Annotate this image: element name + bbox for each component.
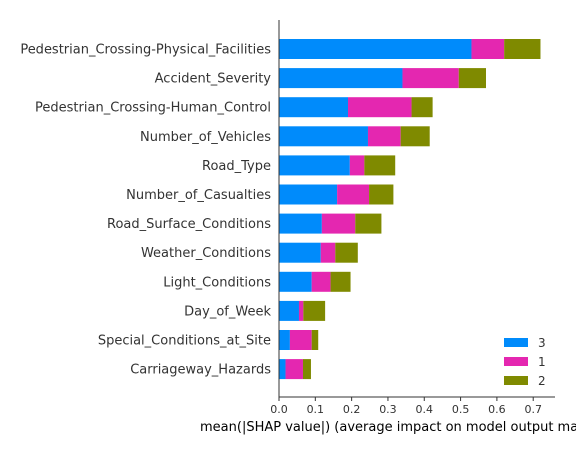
bar-segment <box>337 184 370 205</box>
x-tick-label: 0.4 <box>416 403 434 416</box>
bar-segment <box>321 213 356 234</box>
bar-segment <box>285 359 303 380</box>
bar-segment <box>367 126 401 147</box>
legend-label: 1 <box>538 355 546 369</box>
bar-segment <box>311 330 319 350</box>
bar-segment <box>279 330 290 350</box>
category-label: Light_Conditions <box>163 275 271 290</box>
bar-segment <box>303 300 326 321</box>
x-tick-label: 0.7 <box>524 403 542 416</box>
bar-segment <box>364 155 396 176</box>
bar-segment <box>279 271 312 292</box>
bar-segment <box>279 39 472 59</box>
category-label: Road_Surface_Conditions <box>107 217 271 232</box>
category-label: Pedestrian_Crossing-Human_Control <box>35 101 271 116</box>
bar-segment <box>298 300 304 321</box>
category-label: Road_Type <box>202 159 271 174</box>
bar-segment <box>302 359 311 380</box>
category-label: Day_of_Week <box>184 304 271 319</box>
category-label: Number_of_Vehicles <box>140 130 271 145</box>
bar-segment <box>411 97 433 118</box>
bar-segment <box>279 242 321 263</box>
legend-swatch <box>504 357 528 366</box>
bar-segment <box>400 126 430 147</box>
bar-segment <box>504 39 541 59</box>
bar-segment <box>402 68 459 89</box>
category-labels: Pedestrian_Crossing-Physical_Facilities A… <box>20 43 271 378</box>
bar-segment <box>458 68 486 89</box>
bar-segment <box>349 155 365 176</box>
category-label: Special_Conditions_at_Site <box>98 334 271 349</box>
bar-segment <box>279 359 286 380</box>
bar-segment <box>279 184 338 205</box>
category-label: Accident_Severity <box>155 72 272 87</box>
legend: 3 1 2 <box>504 336 546 388</box>
bar-segment <box>320 242 336 263</box>
bar-segment <box>289 330 312 350</box>
bars-group <box>279 39 541 380</box>
x-tick-label: 0.1 <box>307 403 325 416</box>
bar-segment <box>369 184 394 205</box>
x-tick-label: 0.2 <box>343 403 361 416</box>
category-label: Pedestrian_Crossing-Physical_Facilities <box>20 43 271 58</box>
bar-segment <box>471 39 505 59</box>
legend-swatch <box>504 338 528 347</box>
x-axis-title: mean(|SHAP value|) (average impact on mo… <box>200 420 576 435</box>
bar-segment <box>279 97 348 118</box>
x-tick-label: 0.0 <box>270 403 288 416</box>
category-label: Weather_Conditions <box>141 246 271 261</box>
bar-segment <box>279 213 322 234</box>
x-tick-label: 0.5 <box>452 403 470 416</box>
bar-segment <box>279 300 299 321</box>
x-tick-label: 0.3 <box>379 403 397 416</box>
bar-segment <box>279 126 368 147</box>
bar-segment <box>335 242 358 263</box>
x-axis-ticks: 0.0 0.1 0.2 0.3 0.4 0.5 0.6 0.7 <box>270 397 542 416</box>
bar-segment <box>330 271 351 292</box>
bar-segment <box>355 213 382 234</box>
bar-segment <box>279 155 350 176</box>
bar-segment <box>348 97 412 118</box>
bar-segment <box>279 68 403 89</box>
bar-segment <box>311 271 331 292</box>
legend-label: 3 <box>538 336 546 350</box>
category-label: Number_of_Casualties <box>126 188 271 203</box>
category-label: Carriageway_Hazards <box>130 363 271 378</box>
legend-swatch <box>504 376 528 385</box>
x-tick-label: 0.6 <box>488 403 506 416</box>
legend-label: 2 <box>538 374 546 388</box>
